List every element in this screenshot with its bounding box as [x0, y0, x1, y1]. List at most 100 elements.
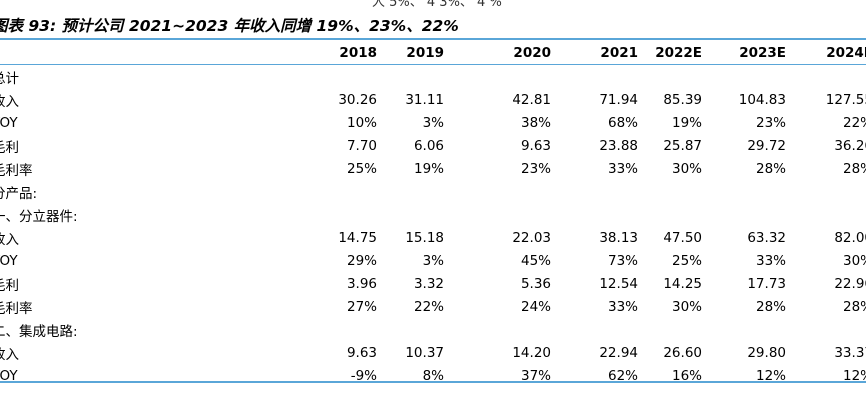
table-top-rule	[0, 38, 866, 40]
value-cell	[170, 203, 377, 226]
value-cell	[638, 180, 702, 203]
value-cell: 14.75	[338, 229, 377, 246]
value-cell: 8%	[422, 367, 444, 384]
value-cell: 63.32	[747, 229, 786, 246]
table-row: YOY 29% 3% 45% 73% 25% 33% 30%	[0, 249, 866, 272]
value-cell: 23%	[755, 114, 786, 131]
value-cell: 12.54	[599, 275, 638, 292]
value-cell: 9.63	[520, 137, 551, 154]
value-cell: 29%	[346, 252, 377, 269]
header-year-2019: 2019	[377, 41, 444, 65]
row-label: 毛利	[0, 139, 19, 156]
value-cell: 37%	[520, 367, 551, 384]
value-cell: 38.13	[599, 229, 638, 246]
value-cell	[377, 203, 444, 226]
value-cell: 6.06	[413, 137, 444, 154]
value-cell: 25%	[346, 160, 377, 177]
value-cell: 68%	[607, 114, 638, 131]
value-cell: 24%	[520, 298, 551, 315]
value-cell: 10%	[346, 114, 377, 131]
value-cell: 23.88	[599, 137, 638, 154]
value-cell: 27%	[346, 298, 377, 315]
table-row: 收入 14.75 15.18 22.03 38.13 47.50 63.32 82.00	[0, 226, 866, 249]
value-cell	[444, 65, 551, 89]
value-cell: 36.26	[834, 137, 866, 154]
value-cell: 38%	[520, 114, 551, 131]
value-cell: 5.36	[520, 275, 551, 292]
value-cell: 25.87	[663, 137, 702, 154]
cropped-previous-text: 人 5%、 4 3%、 4 %	[372, 0, 502, 10]
table-row: YOY 10% 3% 38% 68% 19% 23% 22%	[0, 111, 866, 134]
value-cell	[377, 318, 444, 341]
value-cell	[702, 65, 786, 89]
value-cell: 22.03	[512, 229, 551, 246]
header-year-2018: 2018	[170, 41, 377, 65]
value-cell: 28%	[842, 298, 866, 315]
value-cell	[551, 203, 638, 226]
value-cell: 29.72	[747, 137, 786, 154]
value-cell: 12%	[755, 367, 786, 384]
value-cell: 19%	[413, 160, 444, 177]
value-cell	[551, 65, 638, 89]
value-cell	[702, 318, 786, 341]
row-label: YOY	[0, 367, 18, 384]
row-label: 一、分立器件:	[0, 208, 78, 225]
table-caption: 图表 93: 预计公司 2021~2023 年收入同增 19%、23%、22%	[0, 17, 459, 35]
value-cell	[170, 318, 377, 341]
value-cell: 28%	[755, 298, 786, 315]
value-cell	[702, 203, 786, 226]
value-cell: 26.60	[663, 344, 702, 361]
table-row: 总计	[0, 65, 866, 89]
table-bottom-rule	[0, 381, 866, 383]
table-row: YOY -9% 8% 37% 62% 16% 12% 12%	[0, 364, 866, 387]
row-label: 分产品:	[0, 185, 38, 202]
value-cell	[786, 180, 866, 203]
value-cell: 9.63	[346, 344, 377, 361]
value-cell: 3.96	[346, 275, 377, 292]
table-row: 毛利 3.96 3.32 5.36 12.54 14.25 17.73 22.96	[0, 272, 866, 295]
value-cell: 45%	[520, 252, 551, 269]
value-cell: 23%	[520, 160, 551, 177]
value-cell: 30.26	[338, 91, 377, 108]
header-label-cell	[0, 41, 170, 65]
value-cell: 3%	[422, 252, 444, 269]
value-cell: 22.96	[834, 275, 866, 292]
value-cell	[170, 180, 377, 203]
value-cell: 29.80	[747, 344, 786, 361]
value-cell: 127.55	[825, 91, 866, 108]
row-label: YOY	[0, 114, 18, 131]
value-cell: 10.37	[405, 344, 444, 361]
value-cell: 31.11	[405, 91, 444, 108]
value-cell	[377, 180, 444, 203]
value-cell	[638, 203, 702, 226]
row-label: 总计	[0, 70, 19, 87]
value-cell: 62%	[607, 367, 638, 384]
value-cell: 14.20	[512, 344, 551, 361]
row-label: 毛利率	[0, 162, 33, 179]
table-header-row: 2018 2019 2020 2021 2022E 2023E 2024E	[0, 41, 866, 65]
value-cell: 25%	[671, 252, 702, 269]
value-cell: 28%	[755, 160, 786, 177]
value-cell: 22%	[842, 114, 866, 131]
header-year-2021: 2021	[551, 41, 638, 65]
value-cell: 14.25	[663, 275, 702, 292]
value-cell: 15.18	[405, 229, 444, 246]
table-body: 总计收入 30.26 31.11 42.81 71.94 85.39 104.83 127.5…	[0, 65, 866, 388]
value-cell	[444, 318, 551, 341]
row-label: 毛利	[0, 277, 19, 294]
value-cell: 28%	[842, 160, 866, 177]
header-year-2022e: 2022E	[638, 41, 702, 65]
value-cell: 17.73	[747, 275, 786, 292]
value-cell: 82.00	[834, 229, 866, 246]
value-cell	[638, 318, 702, 341]
value-cell: 42.81	[512, 91, 551, 108]
value-cell: 30%	[842, 252, 866, 269]
table-row: 一、分立器件:	[0, 203, 866, 226]
value-cell: 7.70	[346, 137, 377, 154]
value-cell: 30%	[671, 298, 702, 315]
value-cell	[551, 318, 638, 341]
table-row: 毛利 7.70 6.06 9.63 23.88 25.87 29.72 36.26	[0, 134, 866, 157]
value-cell: 47.50	[663, 229, 702, 246]
value-cell: 33.37	[834, 344, 866, 361]
value-cell: 85.39	[663, 91, 702, 108]
